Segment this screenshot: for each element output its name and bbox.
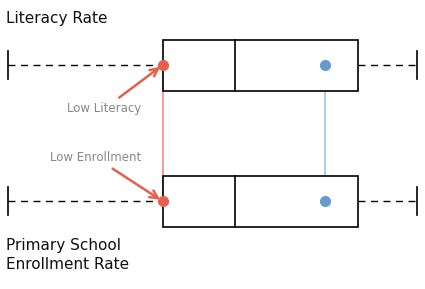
Bar [162,176,358,227]
Text: Low Literacy: Low Literacy [68,68,158,115]
Text: Low Enrollment: Low Enrollment [51,151,158,198]
Text: Primary School
Enrollment Rate: Primary School Enrollment Rate [6,238,130,272]
Bar [162,40,358,91]
Text: Literacy Rate: Literacy Rate [6,10,108,25]
